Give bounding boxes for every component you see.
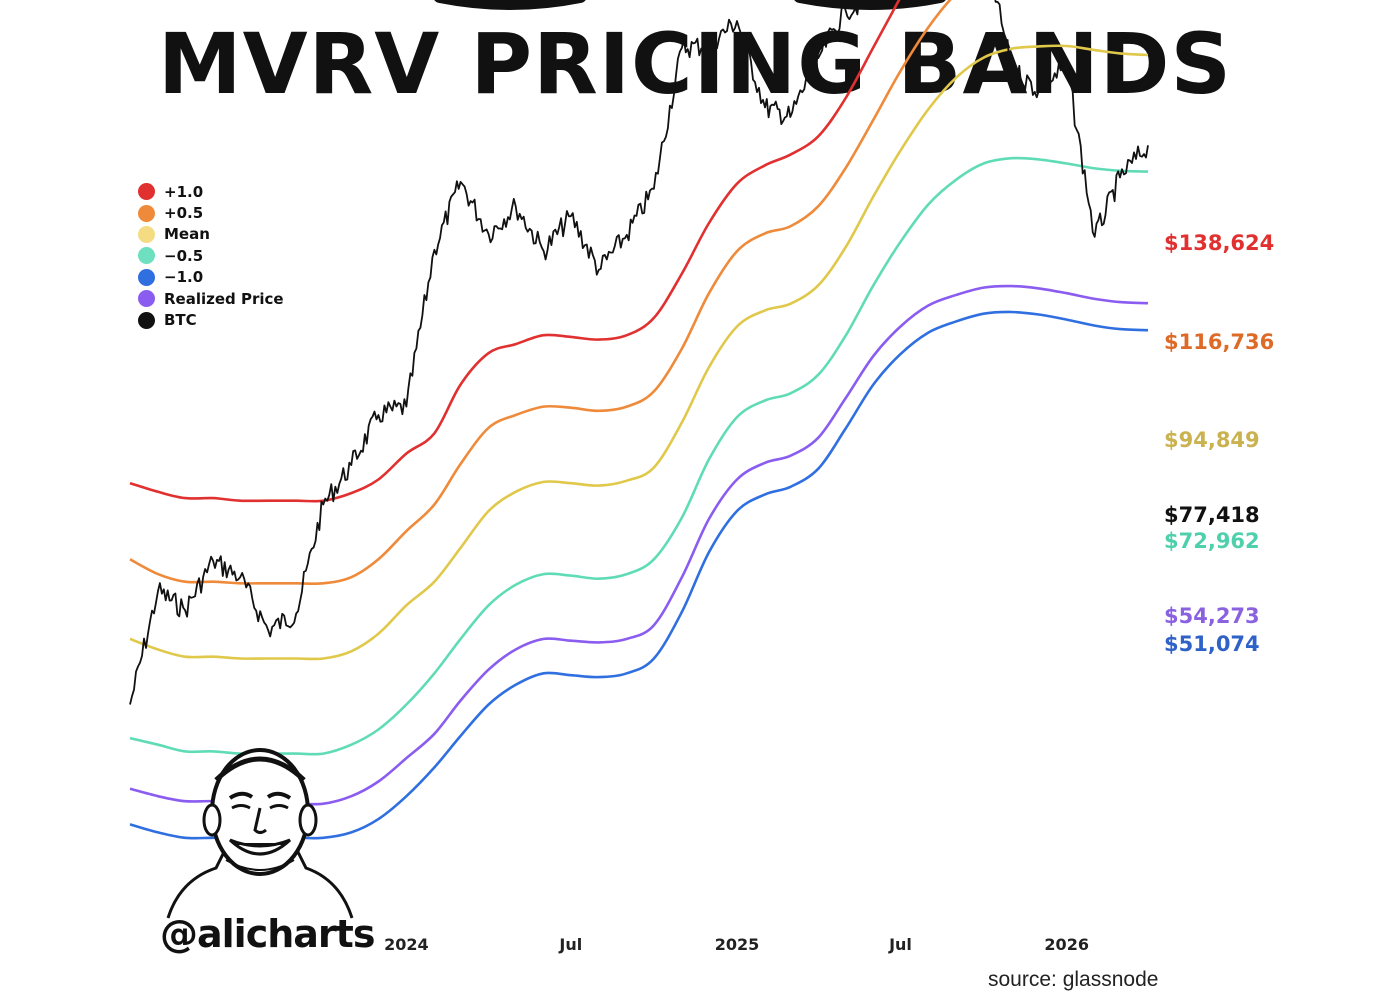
legend-item: −0.5: [138, 245, 284, 266]
x-tick-label: 2026: [1044, 935, 1089, 954]
end-value-label: $54,273: [1164, 604, 1260, 628]
x-tick-label: Jul: [558, 935, 582, 954]
avatar-caricature-icon: [166, 748, 354, 919]
legend-dot-icon: [138, 311, 155, 329]
legend-label: +0.5: [164, 204, 204, 223]
x-tick-label: Jul: [888, 935, 912, 954]
legend-item: +1.0: [138, 181, 284, 202]
legend-item: Mean: [138, 224, 284, 245]
end-value-label: $51,074: [1164, 632, 1260, 656]
legend-label: Mean: [164, 225, 210, 244]
legend-dot-icon: [138, 268, 155, 286]
legend-item: BTC: [138, 309, 284, 330]
decorative-arc-icon: [434, 0, 946, 10]
source-credit: source: glassnode: [988, 968, 1159, 991]
author-handle: @alicharts: [160, 912, 375, 956]
x-axis-ticks: 2024 Jul 2025 Jul 2026: [384, 935, 1089, 954]
legend-label: BTC: [164, 311, 197, 330]
end-value-label: $72,962: [1164, 529, 1260, 553]
series-layer: [129, 0, 1149, 840]
series-line-band-2: [129, 44, 1149, 661]
end-value-label: $138,624: [1164, 231, 1274, 255]
legend-dot-icon: [138, 225, 155, 243]
legend-label: +1.0: [164, 182, 204, 201]
legend-label: −0.5: [164, 246, 204, 265]
x-tick-label: 2024: [384, 935, 429, 954]
series-line-band-4: [129, 284, 1149, 806]
legend-dot-icon: [138, 204, 155, 222]
legend-dot-icon: [138, 247, 155, 265]
x-tick-label: 2025: [715, 935, 760, 954]
legend-label: Realized Price: [164, 289, 284, 308]
series-line-band-1: [129, 0, 952, 586]
legend-item: +0.5: [138, 202, 284, 223]
end-value-label: $116,736: [1164, 330, 1274, 354]
legend-label: −1.0: [164, 268, 204, 287]
legend-dot-icon: [138, 183, 155, 201]
series-line-band-3: [129, 156, 1149, 756]
legend-item: Realized Price: [138, 288, 284, 309]
end-value-label: $77,418: [1164, 503, 1260, 527]
series-line-band-0: [129, 0, 901, 503]
end-label-layer: $138,624 $116,736 $94,849 $72,962 $54,273 $51…: [1164, 231, 1274, 656]
chart-legend: +1.0 +0.5 Mean −0.5 −1.0 Realized Price BTC: [138, 181, 284, 331]
series-line-btc: [129, 0, 1149, 705]
page-title: MVRV PRICING BANDS: [158, 15, 1232, 113]
legend-item: −1.0: [138, 267, 284, 288]
end-value-label: $94,849: [1164, 428, 1260, 452]
legend-dot-icon: [138, 290, 155, 308]
